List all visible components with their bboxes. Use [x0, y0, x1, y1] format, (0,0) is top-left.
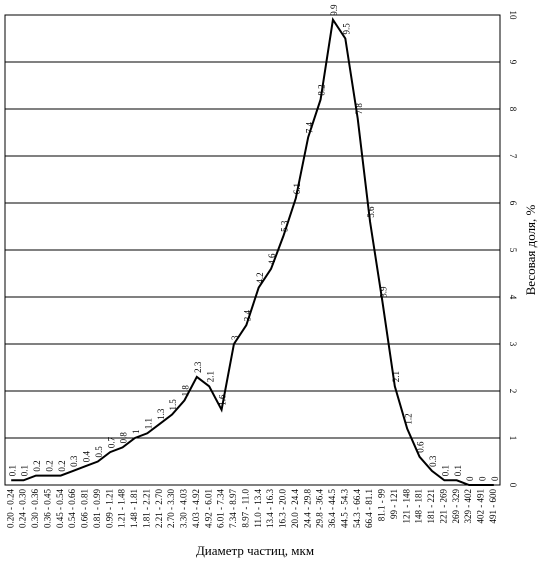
data-label: 3.9 — [379, 286, 389, 298]
x-tick-label: 148 - 181 — [414, 489, 424, 524]
x-tick-label: 29.8 - 36.4 — [315, 489, 325, 528]
data-label: 1.8 — [181, 385, 191, 397]
x-tick-label: 4.03 - 4.92 — [191, 489, 201, 528]
x-tick-label: 1.21 - 1.48 — [117, 489, 127, 528]
data-label: 0 — [465, 476, 475, 481]
x-tick-label: 269 - 329 — [451, 489, 461, 524]
x-tick-label: 0.20 - 0.24 — [5, 489, 15, 528]
data-label: 5.6 — [366, 206, 376, 218]
x-tick-label: 4.92 - 6.01 — [203, 489, 213, 528]
data-label: 0.1 — [20, 465, 30, 476]
x-tick-label: 3.30 - 4.03 — [179, 489, 189, 528]
x-tick-label: 99 - 121 — [389, 489, 399, 519]
x-tick-label: 0.24 - 0.30 — [18, 489, 28, 528]
data-label: 1.6 — [218, 394, 228, 406]
data-label: 5.3 — [280, 220, 290, 232]
x-tick-label: 2.70 - 3.30 — [166, 489, 176, 528]
data-label: 1.5 — [168, 399, 178, 411]
data-label: 0.3 — [428, 455, 438, 467]
y-tick-label: 9 — [508, 60, 518, 65]
data-label: 0 — [478, 476, 488, 481]
x-tick-label: 54.3 - 66.4 — [352, 489, 362, 528]
x-axis-label: Диаметр частиц, мкм — [196, 543, 314, 558]
x-tick-label: 0.81 - 0.99 — [92, 489, 102, 528]
x-tick-label: 16.3 - 20.0 — [278, 489, 288, 528]
data-label: 1.3 — [156, 408, 166, 420]
data-label: 1 — [131, 430, 141, 435]
y-tick-label: 5 — [508, 248, 518, 253]
x-tick-label: 1.81 - 2.21 — [141, 489, 151, 528]
data-label: 2.3 — [193, 361, 203, 373]
data-label: 4.2 — [255, 272, 265, 283]
data-label: 6.1 — [292, 183, 302, 194]
data-label: 0.8 — [119, 432, 129, 444]
data-label: 2.1 — [205, 371, 215, 382]
x-tick-label: 402 - 491 — [476, 489, 486, 524]
x-tick-label: 36.4 - 44.5 — [327, 489, 337, 528]
x-tick-label: 13.4 - 16.3 — [265, 489, 275, 528]
data-label: 3.4 — [242, 309, 252, 321]
data-label: 3 — [230, 335, 240, 340]
data-label: 2.1 — [391, 371, 401, 382]
x-tick-label: 0.54 - 0.66 — [67, 489, 77, 528]
x-tick-label: 24.4 - 29.8 — [302, 489, 312, 528]
y-tick-label: 3 — [508, 342, 518, 347]
x-tick-label: 0.99 - 1.21 — [104, 489, 114, 528]
x-tick-label: 66.4 - 81.1 — [364, 489, 374, 528]
data-label: 0.6 — [416, 441, 426, 453]
data-label: 9.5 — [341, 23, 351, 35]
y-tick-label: 2 — [508, 389, 518, 394]
x-tick-label: 44.5 - 54.3 — [339, 489, 349, 528]
data-line — [11, 16, 494, 486]
x-tick-label: 2.21 - 2.70 — [154, 489, 164, 528]
x-tick-label: 491 - 600 — [488, 489, 498, 524]
y-tick-label: 0 — [508, 483, 518, 488]
y-tick-label: 10 — [508, 11, 518, 21]
x-tick-label: 8.97 - 11.0 — [240, 489, 250, 528]
x-tick-label: 1.48 - 1.81 — [129, 489, 139, 528]
x-tick-label: 0.30 - 0.36 — [30, 489, 40, 528]
data-label: 0.2 — [57, 460, 67, 471]
y-tick-label: 1 — [508, 436, 518, 441]
data-label: 7.4 — [304, 121, 314, 133]
data-label: 0.7 — [106, 436, 116, 448]
data-label: 7.8 — [354, 103, 364, 115]
x-tick-label: 0.45 - 0.54 — [55, 489, 65, 528]
data-label: 0.4 — [82, 450, 92, 462]
x-tick-label: 329 - 402 — [463, 489, 473, 524]
y-tick-label: 8 — [508, 107, 518, 112]
data-label: 0.5 — [94, 446, 104, 458]
x-tick-label: 0.66 - 0.81 — [80, 489, 90, 528]
data-label: 0.1 — [440, 465, 450, 476]
data-label: 1.2 — [403, 413, 413, 424]
data-label: 4.6 — [267, 253, 277, 265]
data-label: 0.3 — [69, 455, 79, 467]
data-label: 0 — [490, 476, 500, 481]
data-label: 1.1 — [143, 418, 153, 429]
x-tick-label: 11.0 - 13.4 — [253, 489, 263, 528]
x-tick-label: 20.0 - 24.4 — [290, 489, 300, 528]
x-tick-label: 181 - 221 — [426, 489, 436, 524]
data-label: 0.1 — [7, 465, 17, 476]
x-tick-label: 7.34 - 8.97 — [228, 489, 238, 528]
data-label: 0.2 — [32, 460, 42, 471]
x-tick-label: 221 - 269 — [438, 489, 448, 524]
x-tick-label: 81.1 - 99 — [377, 489, 387, 522]
x-tick-label: 121 - 148 — [401, 489, 411, 524]
y-tick-label: 7 — [508, 154, 518, 159]
data-label: 0.1 — [453, 465, 463, 476]
y-tick-label: 4 — [508, 295, 518, 300]
data-label: 0.2 — [44, 460, 54, 471]
data-label: 9.9 — [329, 4, 339, 16]
data-label: 8.2 — [317, 84, 327, 95]
y-axis-label: Весовая доля, % — [523, 204, 538, 295]
x-tick-label: 0.36 - 0.45 — [42, 489, 52, 528]
y-tick-label: 6 — [508, 201, 518, 206]
x-tick-label: 6.01 - 7.34 — [216, 489, 226, 528]
